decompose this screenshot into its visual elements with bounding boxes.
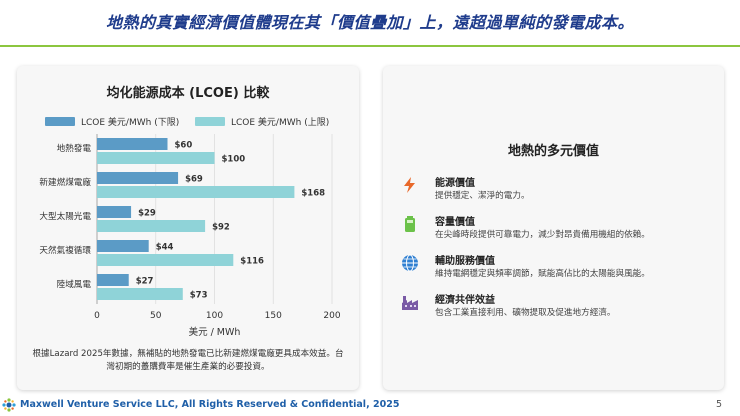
- value-title: 輔助服務價值: [435, 256, 495, 267]
- data-label: $29: [138, 209, 156, 219]
- data-label: $44: [156, 243, 174, 253]
- lcoe-bar-chart: 0 50 100 150 200 美元 / MWh 地熱發電 $60 $100 新建燃煤電廠 $69…: [39, 134, 341, 338]
- legend-item-upper: LCOE 美元/MWh (上限): [195, 114, 329, 128]
- bar: [97, 186, 295, 198]
- value-desc: 提供穩定、潔淨的電力。: [435, 191, 530, 201]
- chart-title: 均化能源成本 (LCOE) 比較: [106, 86, 270, 101]
- legend-label-upper: LCOE 美元/MWh (上限): [231, 117, 330, 128]
- x-tick-label: 50: [150, 311, 162, 321]
- page-headline: 地熱的真實經濟價值體現在其「價值疊加」上，遠超過單純的發電成本。: [105, 13, 634, 32]
- x-tick-label: 0: [94, 311, 100, 321]
- bar: [97, 206, 132, 218]
- values-title: 地熱的多元價值: [507, 144, 599, 159]
- value-item-energy: 能源價值 提供穩定、潔淨的電力。: [401, 174, 711, 206]
- value-desc: 在尖峰時段提供可靠電力，減少對昂貴備用機組的依賴。: [435, 230, 650, 240]
- chart-legend: LCOE 美元/MWh (下限) LCOE 美元/MWh (上限): [45, 114, 345, 128]
- category-label: 陸域風電: [57, 278, 92, 290]
- value-title: 容量價值: [435, 217, 475, 228]
- legend-label-lower: LCOE 美元/MWh (下限): [81, 117, 180, 128]
- category-label: 地熱發電: [57, 142, 92, 154]
- bar: [97, 152, 215, 164]
- bar: [97, 240, 149, 252]
- data-label: $60: [175, 141, 193, 151]
- value-item-economic: 經濟共伴效益 包含工業直接利用、礦物提取及促進地方經濟。: [401, 291, 711, 323]
- globe-icon: [402, 254, 418, 272]
- legend-swatch-lower: [45, 116, 75, 126]
- page-number: 5: [715, 399, 722, 410]
- values-card: 地熱的多元價值 能源價值 提供穩定、潔淨的電力。 容量價值 在尖峰時段提供可靠電…: [383, 66, 724, 390]
- bar: [97, 220, 206, 232]
- bar: [97, 172, 179, 184]
- data-label: $69: [185, 175, 203, 185]
- headline-divider: [0, 45, 740, 47]
- value-item-ancillary: 輔助服務價值 維持電網穩定與頻率調節，賦能高佔比的太陽能與風能。: [401, 252, 711, 284]
- factory-icon: [402, 296, 418, 310]
- data-label: $116: [240, 257, 264, 267]
- data-label: $73: [190, 291, 208, 301]
- data-label: $27: [136, 277, 154, 287]
- legend-item-lower: LCOE 美元/MWh (下限): [45, 114, 179, 128]
- value-item-capacity: 容量價值 在尖峰時段提供可靠電力，減少對昂貴備用機組的依賴。: [401, 213, 711, 245]
- lightning-icon: [404, 177, 415, 193]
- data-label: $100: [222, 155, 246, 165]
- value-title: 經濟共伴效益: [435, 295, 495, 306]
- bar: [97, 288, 183, 300]
- footer-copyright: Maxwell Venture Service LLC, All Rights …: [20, 399, 400, 410]
- x-tick-label: 200: [323, 311, 340, 321]
- x-tick-label: 150: [265, 311, 282, 321]
- value-desc: 包含工業直接利用、礦物提取及促進地方經濟。: [435, 308, 616, 318]
- category-label: 新建燃煤電廠: [39, 176, 91, 188]
- company-logo-icon: [2, 398, 16, 412]
- lcoe-chart-card: 均化能源成本 (LCOE) 比較 LCOE 美元/MWh (下限) LCOE 美…: [17, 66, 359, 390]
- data-label: $92: [212, 223, 230, 233]
- bar: [97, 254, 234, 266]
- legend-swatch-upper: [195, 116, 225, 126]
- chart-footnote: 根據Lazard 2025年數據，無補貼的地熱發電已比新建燃煤電廠更具成本效益。…: [32, 349, 344, 372]
- value-title: 能源價值: [435, 178, 475, 189]
- data-label: $168: [301, 189, 325, 199]
- x-tick-label: 100: [206, 311, 223, 321]
- battery-icon: [405, 216, 415, 232]
- category-label: 大型太陽光電: [39, 210, 91, 222]
- x-axis-label: 美元 / MWh: [189, 326, 241, 338]
- category-label: 天然氣複循環: [39, 244, 91, 256]
- bar: [97, 138, 168, 150]
- value-desc: 維持電網穩定與頻率調節，賦能高佔比的太陽能與風能。: [435, 269, 650, 279]
- bar: [97, 274, 129, 286]
